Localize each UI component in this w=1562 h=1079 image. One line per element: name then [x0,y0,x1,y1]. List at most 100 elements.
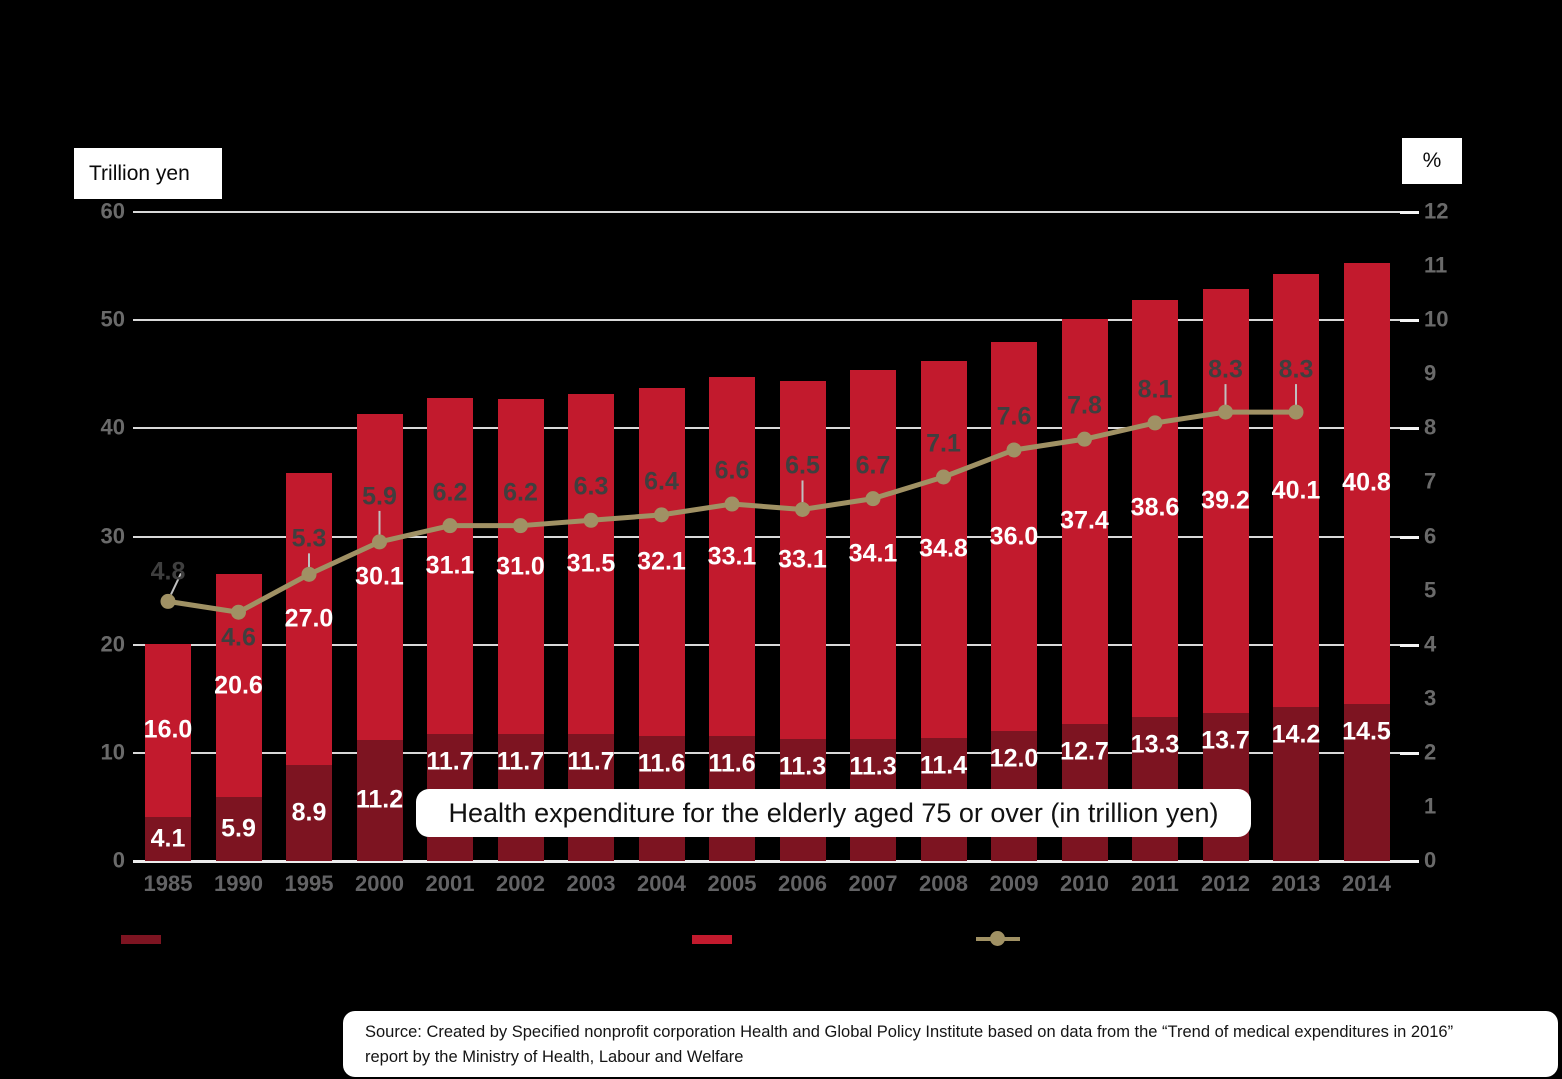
line-value-label: 6.6 [714,456,750,485]
right-axis-tick-mark [1400,751,1419,755]
right-axis-tick-label: 10 [1424,306,1449,332]
bar-upper-value-label: 33.1 [707,542,757,570]
line-value-label: 4.8 [150,557,186,586]
x-axis-label: 2006 [778,871,827,896]
x-axis-label: 2007 [848,871,898,896]
left-axis-tick-label: 30 [100,522,125,548]
right-axis-tick-label: 1 [1424,793,1437,819]
legend-line-marker-icon [990,931,1005,946]
bar-upper-value-label: 33.1 [778,545,827,574]
x-axis-label: 1985 [143,871,193,896]
right-axis-tick-label: 3 [1424,685,1437,711]
left-axis-tick-label: 20 [100,631,125,657]
right-axis-tick-label: 9 [1424,360,1437,386]
right-axis-tick-label: 0 [1424,847,1437,873]
bar-upper-value-label: 37.4 [1060,506,1109,535]
left-axis-tick-label: 10 [100,739,125,765]
source-text-line2: report by the Ministry of Health, Labour… [365,1048,744,1066]
bar-upper-value-label: 16.0 [143,715,193,744]
source-box: Source: Created by Specified nonprofit c… [343,1011,1558,1077]
x-axis-label: 2011 [1131,871,1179,896]
bar-lower-value-label: 11.4 [919,751,968,780]
x-axis-label: 2014 [1342,871,1391,896]
bar-lower-value-label: 11.7 [567,747,615,776]
line-value-label: 6.4 [644,467,679,496]
x-axis-label: 2003 [566,871,616,896]
line-value-label: 6.3 [573,472,609,501]
bar-upper-value-label: 36.0 [989,522,1039,550]
bar-lower-segment [286,764,332,861]
line-point-marker [160,593,176,609]
gridline [133,643,1402,646]
gridline [133,860,1402,863]
bar-upper-segment [145,643,191,817]
right-axis-tick-mark [1400,427,1419,431]
right-axis-tick-label: 12 [1424,198,1449,224]
bar-lower-value-label: 11.7 [426,747,474,776]
bar-upper-value-label: 20.6 [214,671,263,700]
line-value-label: 7.6 [996,402,1032,431]
legend-swatch-line [976,931,1020,946]
bar-upper-value-label: 27.0 [284,604,334,633]
bar-lower-segment [1273,707,1319,861]
left-axis-tick-label: 40 [100,414,125,440]
right-axis-tick-label: 6 [1424,522,1437,548]
right-axis-tick-label: 8 [1424,414,1437,440]
bar-upper-value-label: 30.1 [355,562,404,591]
bar-lower-value-label: 11.3 [778,752,827,781]
right-axis-tick-label: 2 [1424,739,1437,765]
line-value-label: 4.6 [221,623,256,652]
gridline [133,751,1402,754]
legend-swatch-upper-bar [692,935,732,944]
line-value-label: 7.8 [1067,391,1102,420]
x-axis-label: 2008 [919,871,968,896]
bar-upper-value-label: 34.8 [919,534,968,563]
right-axis-tick-mark [1400,860,1419,863]
x-axis-label: 2013 [1271,871,1321,896]
x-axis-label: 2004 [637,871,686,896]
line-value-label: 6.7 [855,451,891,480]
bar-lower-segment [1343,704,1390,861]
right-axis-tick-label: 4 [1424,631,1437,657]
bar-lower-value-label: 11.3 [849,752,897,781]
bar-lower-value-label: 4.1 [150,824,186,853]
bar-lower-value-label: 14.2 [1271,720,1321,749]
bar-upper-value-label: 40.1 [1271,476,1321,505]
x-axis-label: 1995 [284,871,334,896]
x-axis-label: 2001 [425,871,475,896]
bar-lower-value-label: 11.7 [496,747,545,776]
bar-upper-value-label: 40.8 [1342,468,1391,497]
right-axis-tick-mark [1400,535,1419,539]
bar-lower-value-label: 11.2 [355,785,404,814]
line-value-label: 8.1 [1137,375,1173,404]
left-axis-tick-label: 60 [100,198,125,224]
annotation-box: Health expenditure for the elderly aged … [416,789,1251,837]
line-value-label: 8.3 [1208,355,1243,384]
line-value-label: 5.3 [291,524,327,553]
left-axis-tick-label: 50 [100,306,125,332]
bar-lower-segment [145,816,191,861]
right-axis-tick-label: 11 [1424,252,1448,278]
bar-lower-value-label: 14.5 [1342,717,1391,746]
bar-lower-value-label: 11.6 [708,749,756,778]
right-axis-tick-label: 7 [1424,468,1437,494]
bar-upper-value-label: 31.0 [496,552,545,581]
bar-lower-value-label: 13.3 [1130,730,1180,759]
right-axis-tick-mark [1400,211,1419,214]
bar-lower-value-label: 13.7 [1201,726,1250,755]
line-value-label: 5.9 [362,482,397,511]
bar-upper-value-label: 31.1 [425,551,475,580]
bar-upper-value-label: 31.5 [566,549,616,578]
bar-lower-value-label: 12.0 [989,744,1039,773]
right-axis-tick-mark [1400,643,1419,647]
bar-lower-value-label: 8.9 [291,798,327,827]
bar-upper-value-label: 34.1 [848,539,898,568]
bar-upper-value-label: 39.2 [1201,486,1250,515]
line-value-label: 7.1 [926,429,961,458]
left-axis-title: Trillion yen [74,148,222,199]
gridline [133,319,1402,322]
gridline [133,211,1402,213]
right-axis-title: % [1402,138,1462,184]
line-value-label: 6.5 [785,451,820,480]
